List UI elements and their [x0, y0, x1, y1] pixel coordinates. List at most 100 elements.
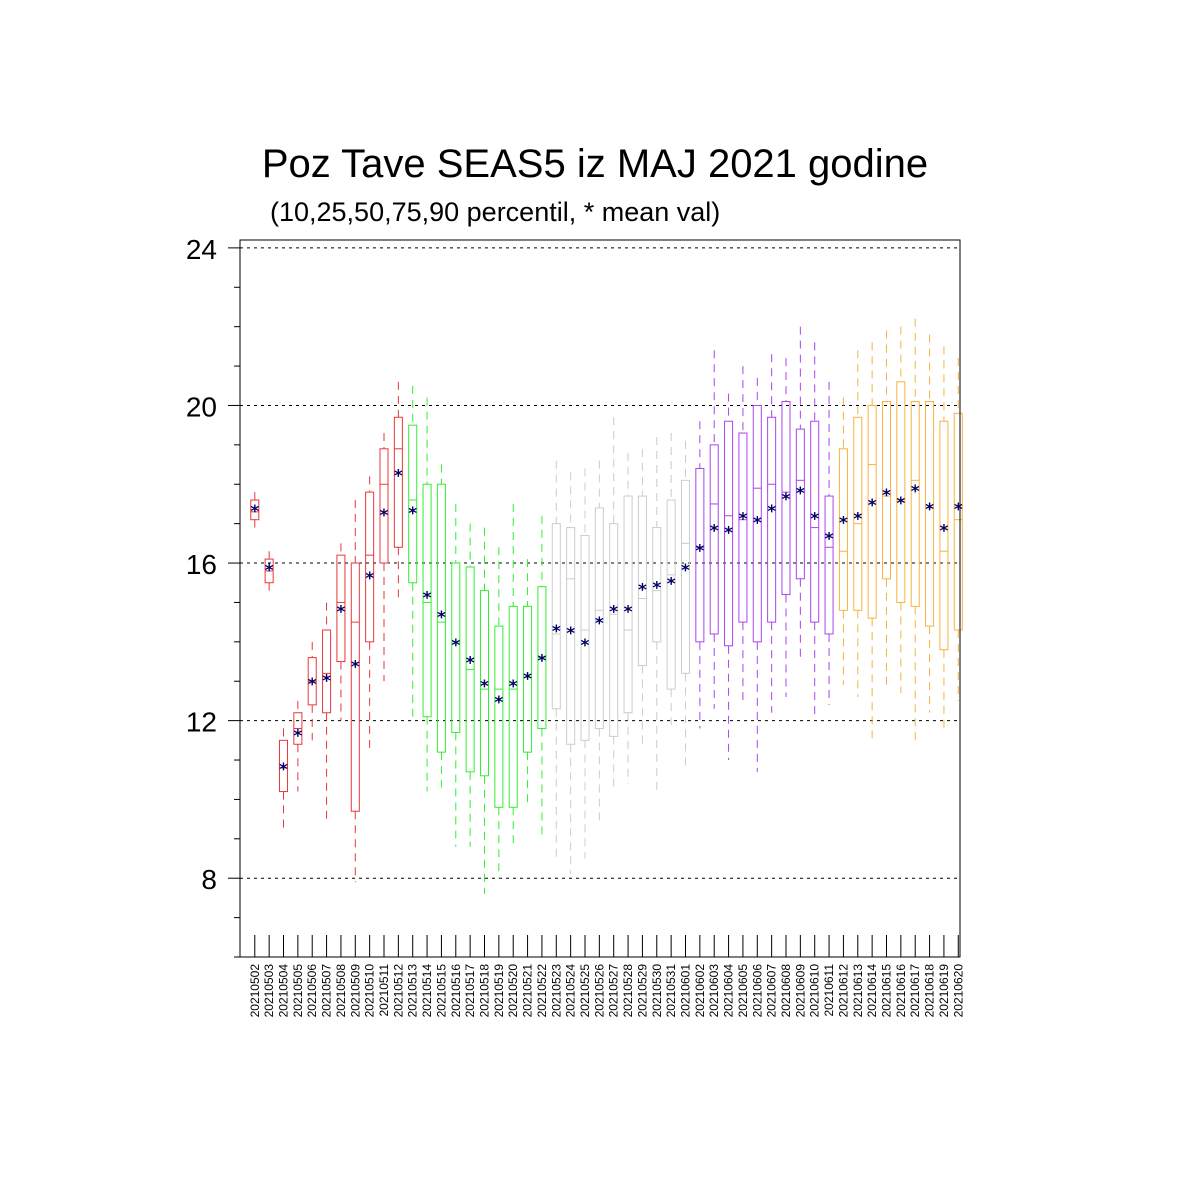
mean-marker: *	[265, 561, 274, 581]
box-20210508: *	[336, 543, 346, 721]
x-tick-label: 20210517	[463, 964, 477, 1018]
mean-marker: *	[523, 669, 532, 689]
box-iqr	[652, 527, 662, 643]
box-20210602: *	[695, 421, 704, 729]
x-tick-label: 20210604	[722, 964, 736, 1018]
box-iqr	[408, 424, 418, 584]
y-tick-label: 12	[186, 707, 217, 738]
mean-marker: *	[638, 581, 647, 601]
mean-marker: *	[753, 514, 762, 534]
x-tick-label: 20210526	[592, 964, 606, 1018]
box-20210527: *	[609, 417, 619, 792]
box-iqr	[666, 499, 676, 690]
mean-marker: *	[939, 522, 948, 542]
box-20210609: *	[795, 326, 805, 658]
mean-marker: *	[451, 636, 460, 656]
box-iqr	[724, 420, 734, 647]
x-tick-label: 20210531	[664, 964, 678, 1018]
mean-marker: *	[710, 522, 719, 542]
box-20210607: *	[767, 354, 776, 713]
box-20210526: *	[594, 460, 604, 824]
x-tick-label: 20210619	[937, 964, 951, 1018]
box-20210525: *	[580, 468, 590, 859]
x-tick-label: 20210607	[765, 964, 779, 1018]
x-tick-label: 20210608	[779, 964, 793, 1018]
box-20210513: *	[408, 385, 418, 721]
x-tick-label: 20210601	[678, 964, 692, 1018]
x-tick-label: 20210515	[434, 964, 448, 1018]
x-tick-label: 20210512	[391, 964, 405, 1018]
box-20210615: *	[881, 330, 892, 686]
x-tick-label: 20210612	[836, 964, 850, 1018]
x-tick-label: 20210614	[865, 964, 879, 1018]
box-20210516: *	[451, 503, 461, 847]
x-tick-label: 20210513	[406, 964, 420, 1018]
mean-marker: *	[423, 589, 432, 609]
mean-marker: *	[796, 484, 805, 504]
box-iqr	[250, 499, 260, 521]
mean-marker: *	[293, 726, 302, 746]
mean-marker: *	[552, 622, 561, 642]
box-20210514: *	[422, 397, 432, 792]
box-20210503: *	[264, 551, 274, 595]
box-iqr	[896, 381, 906, 603]
chart-subtitle: (10,25,50,75,90 percentil, * mean val)	[270, 197, 721, 227]
x-tick-label: 20210505	[291, 964, 305, 1018]
mean-marker: *	[868, 496, 877, 516]
grid-lines	[240, 247, 960, 879]
box-iqr	[580, 534, 590, 741]
box-iqr	[910, 401, 920, 607]
box-iqr	[925, 401, 935, 627]
x-tick-label: 20210521	[521, 964, 535, 1018]
x-tick-label: 20210510	[363, 964, 377, 1018]
x-tick-label: 20210518	[477, 964, 491, 1018]
mean-marker: *	[738, 510, 747, 530]
x-tick-label: 20210610	[808, 964, 822, 1018]
box-iqr	[881, 401, 892, 580]
box-20210504: *	[278, 728, 289, 831]
box-20210521: *	[523, 559, 533, 808]
box-iqr	[336, 554, 346, 663]
box-iqr	[939, 420, 949, 651]
box-20210614: *	[867, 342, 877, 745]
box-iqr	[379, 448, 389, 564]
box-iqr	[451, 562, 461, 733]
box-20210505: *	[293, 700, 302, 792]
box-20210518: *	[479, 527, 489, 894]
box-20210523: *	[551, 460, 561, 859]
mean-marker: *	[839, 514, 848, 534]
box-iqr	[278, 739, 289, 793]
x-tick-label: 20210603	[707, 964, 721, 1018]
mean-marker: *	[437, 608, 446, 628]
x-tick-label: 20210620	[951, 964, 965, 1018]
box-iqr	[609, 523, 619, 737]
box-20210611: *	[824, 381, 834, 705]
box-20210512: *	[393, 381, 403, 599]
x-tick-label: 20210516	[449, 964, 463, 1018]
x-tick-label: 20210530	[650, 964, 664, 1018]
box-20210618: *	[925, 334, 935, 713]
mean-marker: *	[466, 654, 475, 674]
box-20210517: *	[465, 523, 475, 847]
box-20210515: *	[436, 464, 446, 788]
x-tick-label: 20210504	[277, 964, 291, 1018]
x-tick-label: 20210524	[564, 964, 578, 1018]
box-20210608: *	[781, 358, 791, 697]
box-iqr	[767, 416, 777, 623]
mean-marker: *	[537, 652, 546, 672]
x-tick-label: 20210528	[621, 964, 635, 1018]
box-iqr	[523, 605, 533, 753]
box-20210603: *	[709, 350, 719, 709]
mean-marker: *	[480, 677, 489, 697]
plot-frame	[239, 239, 961, 958]
y-tick-label: 20	[186, 391, 217, 422]
box-20210520: *	[508, 503, 518, 847]
mean-marker: *	[581, 636, 590, 656]
mean-marker: *	[250, 502, 259, 522]
box-20210502: *	[250, 492, 260, 528]
y-tick-label: 24	[186, 234, 217, 265]
x-tick-label: 20210506	[305, 964, 319, 1018]
mean-marker: *	[336, 602, 345, 622]
